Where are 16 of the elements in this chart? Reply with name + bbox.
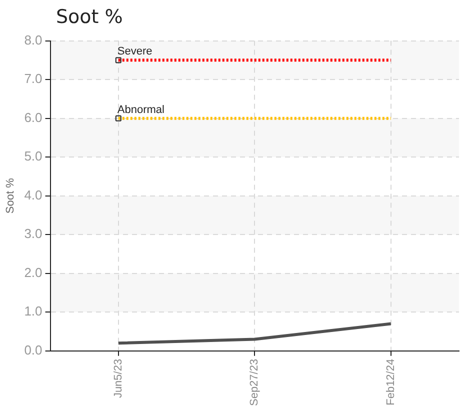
x-tick-label: Jun5/23 [112, 358, 124, 398]
x-tick-label: Feb12/24 [384, 358, 397, 406]
y-tick-label: 7.0 [24, 71, 42, 86]
y-tick-label: 6.0 [24, 110, 42, 125]
ref-line-label: Severe [117, 46, 152, 58]
y-tick-label: 4.0 [24, 187, 42, 202]
y-tick-label: 3.0 [24, 226, 42, 242]
y-tick-label: 8.0 [24, 32, 42, 48]
y-tick-label: 1.0 [24, 304, 42, 319]
y-tick-label: 0.0 [24, 342, 42, 358]
y-tick-label: 5.0 [24, 148, 42, 164]
ref-line-label: Abnormal [117, 104, 164, 116]
x-tick-label: Sep27/23 [248, 358, 261, 406]
y-axis-title: Soot % [4, 178, 17, 214]
y-tick-label: 2.0 [24, 264, 42, 280]
chart-title: Soot % [56, 6, 123, 28]
